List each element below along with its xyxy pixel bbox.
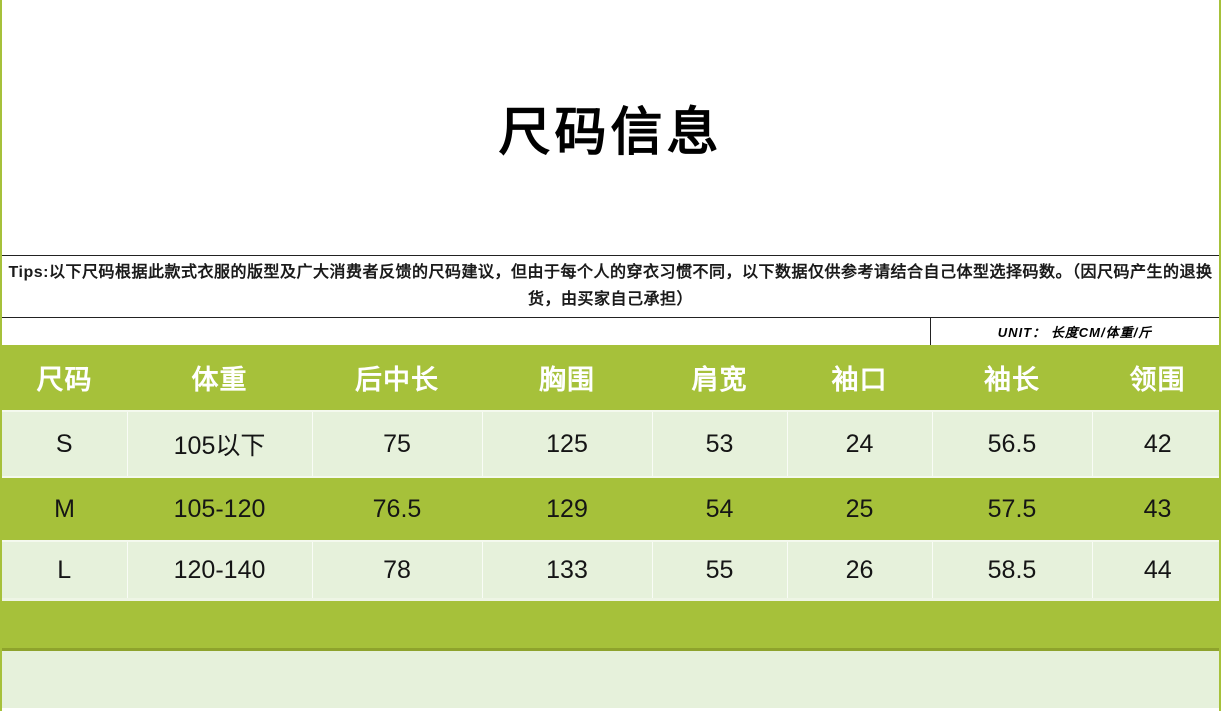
header-cell-shoulder: 肩宽 (691, 365, 748, 395)
table-row-s: S 105以下 75 125 53 24 56.5 42 (2, 411, 1219, 477)
header-cell-weight: 体重 (191, 365, 248, 395)
table-cell: 105以下 (126, 411, 312, 477)
table-cell: 125 (481, 411, 652, 477)
page-title: 尺码信息 (498, 104, 723, 162)
table-cell: 55 (651, 541, 787, 598)
table-row-m: M 105-120 76.5 129 54 25 57.5 43 (2, 477, 1219, 541)
table-cell: 129 (546, 494, 588, 523)
table-cell: 76.5 (372, 494, 422, 523)
green-bar (2, 601, 1219, 651)
table-cell: 75 (311, 411, 482, 477)
table-cell: 54 (705, 494, 734, 523)
header-cell-collar: 领围 (1129, 365, 1186, 395)
table-cell: S (55, 429, 73, 458)
header-cell-cuff: 袖口 (831, 365, 888, 395)
header-cell-backlength: 后中长 (355, 365, 439, 395)
table-cell: 56.5 (931, 411, 1092, 477)
footer-pale-area (2, 651, 1219, 708)
unit-label: UNIT： 长度CM/体重/斤 (930, 318, 1219, 345)
title-area: 尺码信息 (2, 0, 1219, 255)
unit-row: UNIT： 长度CM/体重/斤 (2, 318, 1219, 345)
size-table: 尺码 体重 后中长 胸围 肩宽 袖口 袖长 领围 S 105以下 75 125 … (2, 345, 1219, 598)
table-cell: 26 (786, 541, 932, 598)
table-cell: M (54, 494, 75, 523)
table-cell: 44 (1091, 541, 1219, 598)
table-cell: 78 (311, 541, 482, 598)
table-cell: 120-140 (126, 541, 312, 598)
table-cell: 57.5 (987, 494, 1037, 523)
table-cell: 53 (651, 411, 787, 477)
header-cell-chest: 胸围 (539, 365, 595, 395)
header-cell-sleeve: 袖长 (984, 365, 1040, 395)
table-cell: 58.5 (931, 541, 1092, 598)
header-cell-size: 尺码 (36, 365, 93, 395)
unit-row-spacer (2, 318, 930, 345)
table-row-l: L 120-140 78 133 55 26 58.5 44 (2, 541, 1219, 598)
table-cell: 42 (1091, 411, 1219, 477)
table-cell: 24 (786, 411, 932, 477)
table-cell: 133 (481, 541, 652, 598)
table-cell: 25 (845, 494, 874, 523)
tips-text: Tips:以下尺码根据此款式衣服的版型及广大消费者反馈的尺码建议，但由于每个人的… (8, 264, 1213, 308)
tips-area: Tips:以下尺码根据此款式衣服的版型及广大消费者反馈的尺码建议，但由于每个人的… (2, 255, 1219, 318)
table-cell: 43 (1143, 494, 1172, 523)
table-header-row: 尺码 体重 后中长 胸围 肩宽 袖口 袖长 领围 (2, 345, 1219, 411)
table-cell: L (57, 555, 72, 584)
table-cell: 105-120 (173, 494, 266, 523)
gap-strip (2, 598, 1219, 601)
